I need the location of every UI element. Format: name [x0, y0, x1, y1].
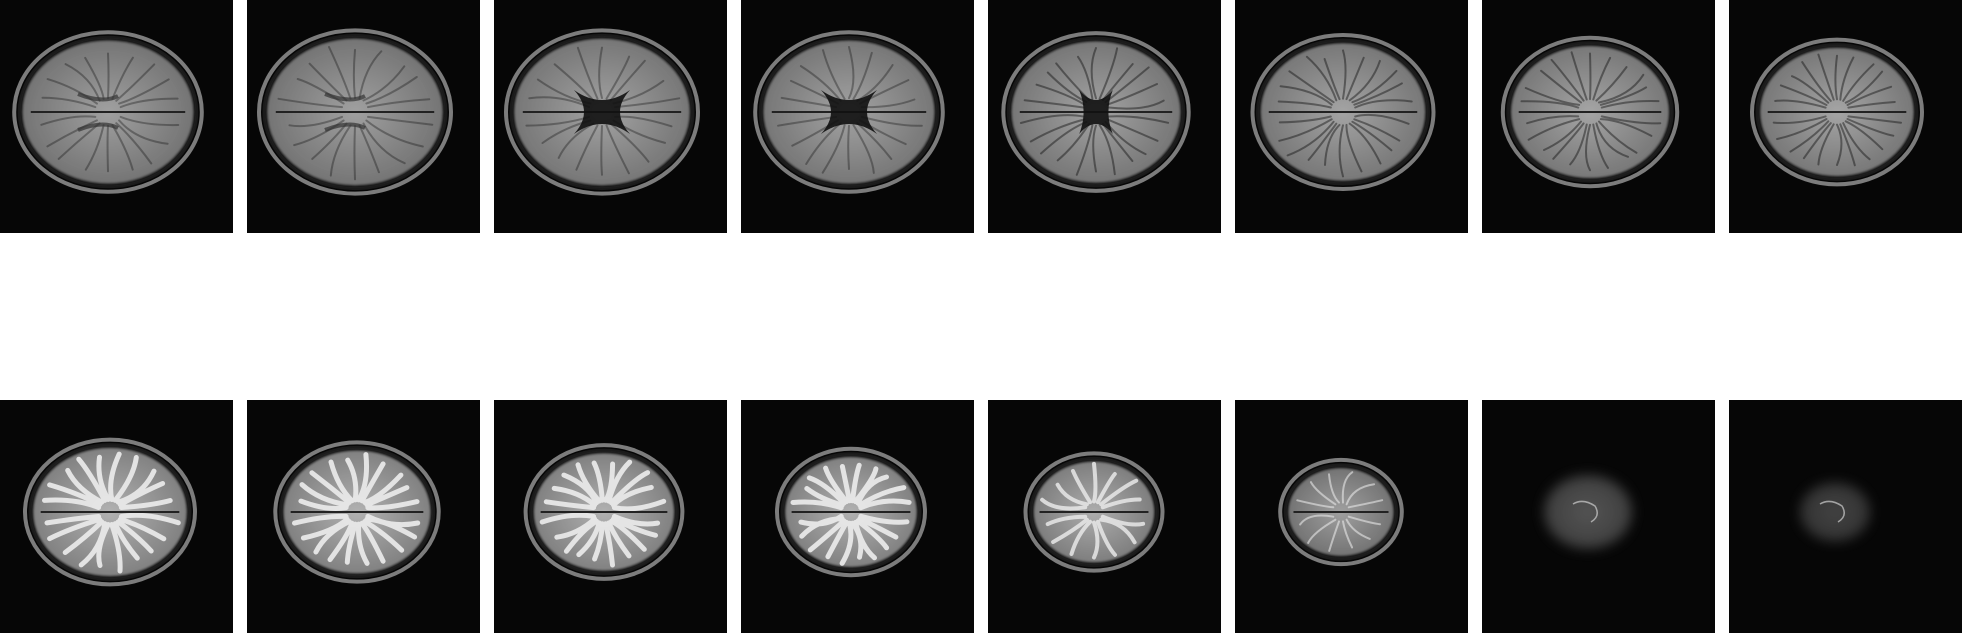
mri-slice-10	[247, 400, 480, 633]
mri-slice-image	[1544, 475, 1632, 549]
mri-slice-11	[494, 400, 727, 633]
mri-slice-2	[247, 0, 480, 233]
mri-slice-14	[1235, 400, 1468, 633]
mri-slice-15	[1482, 400, 1715, 633]
mri-slice-image	[1750, 37, 1924, 187]
mri-slice-13	[988, 400, 1221, 633]
mri-slice-image	[775, 446, 927, 578]
mri-slice-image	[1023, 451, 1165, 573]
mri-slice-9	[0, 400, 233, 633]
mri-slice-6	[1235, 0, 1468, 233]
mri-slice-16	[1729, 400, 1962, 633]
mri-slice-image	[1001, 31, 1191, 193]
mri-slice-1	[0, 0, 233, 233]
mri-slice-3	[494, 0, 727, 233]
mri-slice-image	[1500, 35, 1680, 189]
mri-slice-image	[12, 30, 204, 194]
mri-slice-image	[1799, 482, 1871, 542]
mri-slice-image	[273, 440, 441, 584]
mri-slice-4	[741, 0, 974, 233]
mri-slice-12	[741, 400, 974, 633]
mri-slice-image	[1278, 457, 1404, 567]
mri-slice-image	[23, 437, 197, 587]
mri-slice-5	[988, 0, 1221, 233]
mri-slice-image	[753, 30, 945, 194]
mri-slice-image	[523, 443, 685, 581]
mri-slice-8	[1729, 0, 1962, 233]
mri-slice-image	[1250, 33, 1436, 191]
mri-slice-image	[504, 28, 700, 196]
mri-slice-image	[257, 28, 453, 196]
mri-slice-7	[1482, 0, 1715, 233]
